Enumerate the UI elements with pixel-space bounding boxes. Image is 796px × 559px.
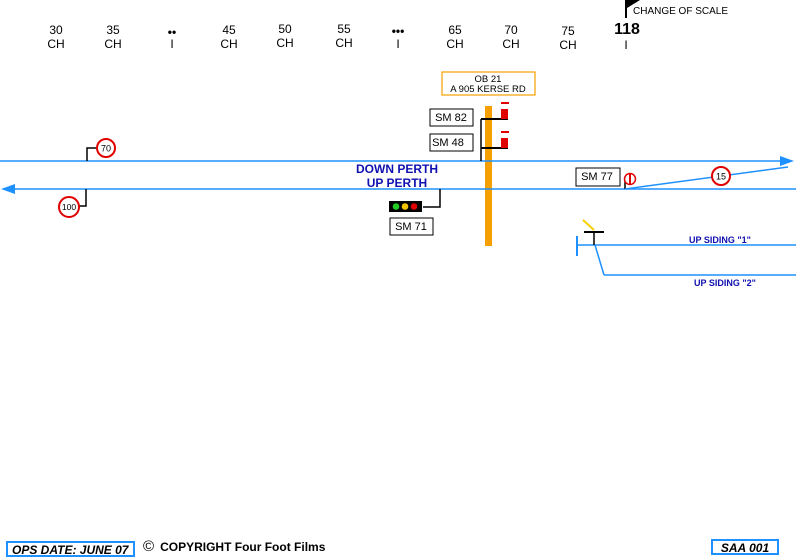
down-direction-arrow-icon xyxy=(780,156,794,166)
yellow-aspect-icon xyxy=(401,203,409,210)
speed-limit-up-value: 100 xyxy=(62,202,76,212)
change-of-scale-marker: CHANGE OF SCALE xyxy=(625,0,728,18)
milepost-threequarter-dots: ••• xyxy=(392,24,405,38)
milepost-scale: 30 CH 35 CH •• I 45 CH 50 CH 55 CH ••• I… xyxy=(47,21,640,52)
milepost-65-value: 65 xyxy=(448,23,462,37)
sheet-id-label: SAA 001 xyxy=(720,541,770,555)
point-lever-icon xyxy=(582,219,595,231)
milepost-45-value: 45 xyxy=(222,23,236,37)
red-shunt-signal-icon xyxy=(501,138,508,148)
sheet-id-box: SAA 001 xyxy=(711,539,779,555)
green-aspect-icon xyxy=(392,203,400,210)
signal-sm48-label: SM 48 xyxy=(432,137,464,149)
up-direction-arrow-icon xyxy=(1,184,15,194)
copyright-icon: © xyxy=(143,538,155,555)
signal-sm71-label: SM 71 xyxy=(395,221,427,233)
red-aspect-icon xyxy=(410,203,418,210)
milepost-75-unit: CH xyxy=(559,38,576,52)
speed-limit-ring-icon xyxy=(96,138,116,158)
bridge-span xyxy=(485,106,492,246)
up-siding-2-label: UP SIDING "2" xyxy=(694,278,756,288)
speed-limit-ring-icon xyxy=(711,166,731,186)
signal-post-sm82-sm48 xyxy=(480,102,509,161)
milepost-65-unit: CH xyxy=(446,37,463,51)
bridge-road-name: A 905 KERSE RD xyxy=(450,84,526,95)
signal-sm77-label: SM 77 xyxy=(581,171,613,183)
milepost-30-unit: CH xyxy=(47,37,64,51)
milepost-30-value: 30 xyxy=(49,23,63,37)
speed-limit-down-value: 70 xyxy=(101,144,111,154)
speed-limit-siding-value: 15 xyxy=(716,172,726,182)
speed-limit-down: 70 xyxy=(86,138,116,161)
milepost-quarter-post: I xyxy=(170,37,173,51)
ops-date-box: OPS DATE: JUNE 07 xyxy=(6,541,135,557)
up-siding-1-label: UP SIDING "1" xyxy=(689,235,751,245)
running-lines: DOWN PERTH UP PERTH xyxy=(0,156,796,194)
milepost-55-value: 55 xyxy=(337,22,351,36)
up-perth-label: UP PERTH xyxy=(367,176,427,190)
siding-connection: 15 xyxy=(624,166,789,190)
signal-sm71: SM 71 xyxy=(389,189,441,236)
up-sidings: UP SIDING "1" UP SIDING "2" xyxy=(576,219,796,288)
milepost-quarter-dots: •• xyxy=(168,25,176,39)
milepost-70-unit: CH xyxy=(502,37,519,51)
overbridge-ob21: OB 21 A 905 KERSE RD xyxy=(441,71,536,246)
down-perth-label: DOWN PERTH xyxy=(356,162,438,176)
milepost-35-unit: CH xyxy=(104,37,121,51)
signal-sm77: SM 77 xyxy=(575,167,637,189)
flag-icon xyxy=(627,0,640,8)
ops-date-label: OPS DATE: JUNE 07 xyxy=(12,543,129,557)
milepost-55-unit: CH xyxy=(335,36,352,50)
signal-sm82-label: SM 82 xyxy=(435,112,467,124)
signal-sm82: SM 82 xyxy=(429,108,474,127)
speed-limit-ring-icon xyxy=(58,196,80,218)
copyright-text: COPYRIGHT Four Foot Films xyxy=(160,540,326,554)
change-of-scale-label: CHANGE OF SCALE xyxy=(633,6,728,17)
bridge-number: OB 21 xyxy=(475,74,502,85)
milepost-118-value: 118 xyxy=(614,21,640,38)
milepost-50-value: 50 xyxy=(278,22,292,36)
milepost-50-unit: CH xyxy=(276,36,293,50)
milepost-35-value: 35 xyxy=(106,23,120,37)
milepost-threequarter-post: I xyxy=(396,37,399,51)
milepost-118-post: I xyxy=(624,38,627,52)
milepost-70-value: 70 xyxy=(504,23,518,37)
speed-limit-up: 100 xyxy=(58,189,87,218)
red-shunt-signal-icon xyxy=(501,109,508,119)
milepost-45-unit: CH xyxy=(220,37,237,51)
milepost-75-value: 75 xyxy=(561,24,575,38)
signal-sm48: SM 48 xyxy=(429,133,474,152)
copyright-notice: © COPYRIGHT Four Foot Films xyxy=(143,538,325,555)
